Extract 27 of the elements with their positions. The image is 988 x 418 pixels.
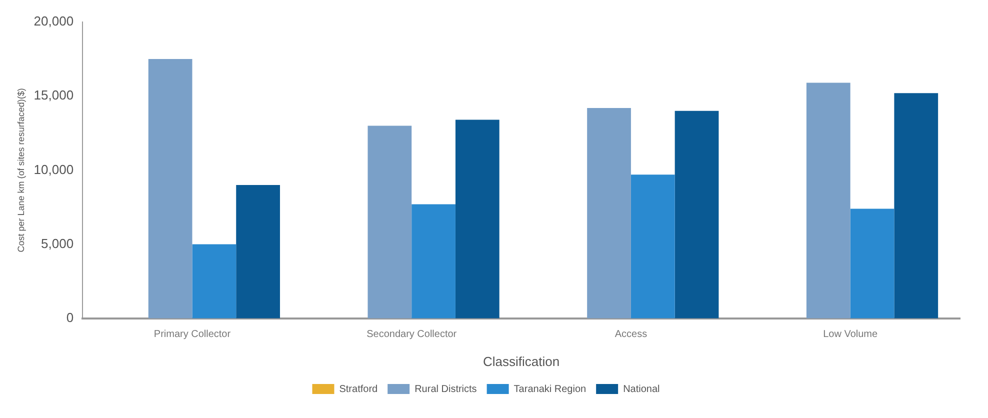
y-axis-title: Cost per Lane km (of sites resurfaced)($): [16, 88, 26, 252]
bar: [192, 244, 236, 318]
x-tick-label: Access: [614, 329, 648, 340]
x-tick-label: Secondary Collector: [366, 329, 458, 340]
bar: [368, 126, 412, 318]
x-axis-title: Classification: [482, 354, 560, 369]
legend-label: Stratford: [339, 384, 378, 395]
y-tick-label: 0: [66, 310, 74, 325]
y-tick-label: 20,000: [34, 14, 74, 29]
legend-label: Rural Districts: [414, 384, 477, 395]
bar: [894, 93, 938, 318]
bar: [850, 208, 894, 318]
x-tick-label: Low Volume: [823, 329, 878, 340]
x-tick-label: Primary Collector: [154, 329, 232, 340]
y-tick-label: 10,000: [34, 162, 74, 177]
bar: [455, 120, 500, 318]
legend-label: National: [623, 384, 660, 395]
y-tick-label: 5,000: [41, 236, 74, 251]
legend-label: Taranaki Region: [514, 384, 586, 395]
bar: [587, 108, 631, 318]
bar: [674, 110, 719, 318]
y-tick-label: 15,000: [34, 88, 74, 103]
bar: [806, 82, 850, 318]
bar: [236, 185, 280, 318]
bar: [148, 59, 192, 318]
bar: [630, 174, 675, 318]
bar: [412, 204, 456, 318]
